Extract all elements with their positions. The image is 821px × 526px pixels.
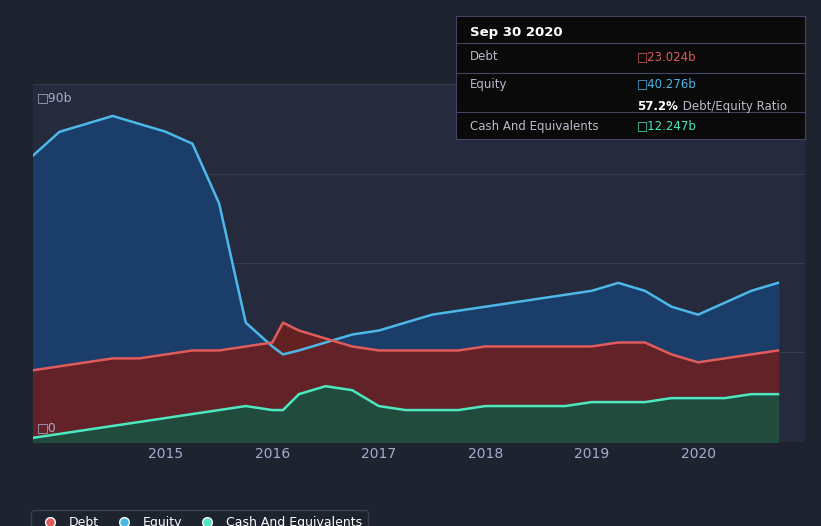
Text: □12.247b: □12.247b bbox=[637, 119, 697, 133]
Text: Sep 30 2020: Sep 30 2020 bbox=[470, 26, 562, 39]
Text: Cash And Equivalents: Cash And Equivalents bbox=[470, 119, 599, 133]
Legend: Debt, Equity, Cash And Equivalents: Debt, Equity, Cash And Equivalents bbox=[31, 510, 369, 526]
Text: □40.276b: □40.276b bbox=[637, 78, 697, 90]
Text: 57.2%: 57.2% bbox=[637, 100, 678, 113]
Text: Debt/Equity Ratio: Debt/Equity Ratio bbox=[679, 100, 787, 113]
Text: □0: □0 bbox=[37, 422, 57, 434]
Text: □90b: □90b bbox=[37, 92, 72, 104]
Text: Equity: Equity bbox=[470, 78, 507, 90]
Text: □23.024b: □23.024b bbox=[637, 50, 697, 64]
Text: Debt: Debt bbox=[470, 50, 498, 64]
